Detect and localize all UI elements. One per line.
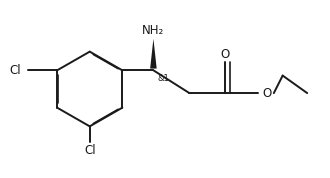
Text: &1: &1 — [157, 74, 169, 83]
Text: Cl: Cl — [84, 144, 96, 157]
Text: Cl: Cl — [10, 64, 21, 77]
Text: O: O — [263, 87, 272, 100]
Text: NH₂: NH₂ — [142, 24, 165, 37]
Text: O: O — [221, 48, 230, 61]
Polygon shape — [150, 39, 157, 69]
